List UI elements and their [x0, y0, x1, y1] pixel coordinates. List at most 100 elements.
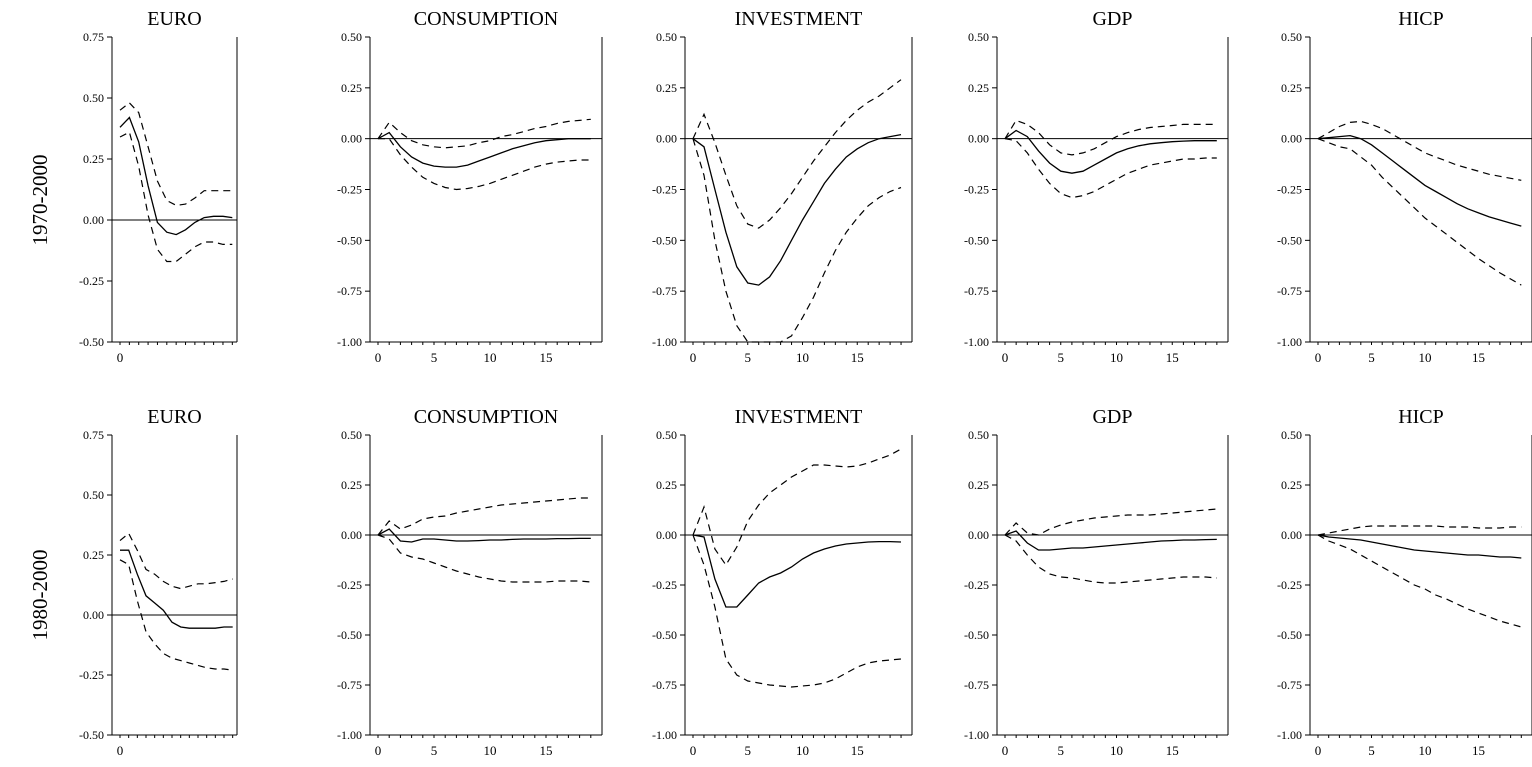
x-tick-label: 0: [375, 350, 382, 365]
y-tick-label: 0.25: [968, 81, 989, 95]
panel-title: HICP: [1398, 8, 1444, 30]
y-tick-label: -0.75: [652, 678, 677, 692]
panel-1-consumption: CONSUMPTION 0.50 0.25 0.00 -0.25 -0.50 -0.75 -1…: [337, 8, 603, 365]
x-tick-label: 15: [1166, 350, 1179, 365]
y-tick-label: -0.50: [1277, 233, 1302, 247]
x-tick-label: 10: [796, 743, 809, 758]
y-tick-label: -1.00: [1277, 728, 1302, 742]
y-tick-label: 0.50: [656, 30, 677, 44]
panel-title: EURO: [147, 8, 201, 30]
confidence-band-upper: [1004, 119, 1217, 156]
panel-title: GDP: [1092, 406, 1132, 428]
panel-2-hicp: HICP 0.50 0.25 0.00 -0.25 -0.50 -0.75 -1.00 0 5 10…: [1277, 406, 1532, 758]
y-tick-label: 0.25: [83, 548, 104, 562]
y-tick-label: -0.50: [652, 628, 677, 642]
y-tick-label: -1.00: [964, 335, 989, 349]
y-tick-label: 0.50: [341, 428, 362, 442]
panel-title: EURO: [147, 406, 201, 428]
y-tick-label: -0.50: [337, 628, 362, 642]
confidence-band-upper: [119, 532, 233, 590]
x-tick-label: 0: [1002, 350, 1009, 365]
y-tick-label: -0.75: [652, 284, 677, 298]
x-tick-label: 5: [1368, 743, 1375, 758]
y-tick-label: -0.25: [1277, 578, 1302, 592]
confidence-band-lower: [119, 131, 233, 263]
x-tick-label: 5: [1368, 350, 1375, 365]
x-tick-label: 10: [484, 743, 497, 758]
response-line: [692, 133, 902, 286]
confidence-band-upper: [692, 79, 902, 229]
y-tick-label: -0.25: [964, 578, 989, 592]
x-tick-label: 5: [1058, 350, 1065, 365]
y-tick-label: 0.00: [341, 132, 362, 146]
confidence-band-lower: [1004, 138, 1217, 199]
y-tick-label: -1.00: [652, 728, 677, 742]
panel-1-gdp: GDP 0.50 0.25 0.00 -0.25 -0.50 -0.75 -1.00 0 5 10 1…: [964, 8, 1229, 365]
confidence-band-upper: [119, 102, 233, 207]
y-tick-label: -0.75: [964, 678, 989, 692]
y-tick-label: 0.50: [1281, 428, 1302, 442]
panel-1-investment: INVESTMENT 0.50 0.25 0.00 -0.25 -0.50 -0.75 -1.…: [652, 8, 913, 365]
confidence-band-lower: [119, 559, 233, 671]
x-tick-label: 5: [745, 350, 752, 365]
y-tick-label: -0.50: [964, 233, 989, 247]
y-tick-label: 0.25: [656, 478, 677, 492]
confidence-band-lower: [1004, 534, 1217, 584]
y-tick-label: -0.75: [337, 678, 362, 692]
confidence-band-upper: [377, 118, 591, 149]
x-tick-label: 5: [745, 743, 752, 758]
x-tick-label: 15: [851, 350, 864, 365]
y-tick-label: 0.25: [656, 81, 677, 95]
y-tick-label: 0.25: [968, 478, 989, 492]
panel-title: GDP: [1092, 8, 1132, 30]
response-line: [1004, 129, 1217, 174]
x-tick-label: 10: [1110, 743, 1123, 758]
x-tick-label: 0: [1315, 743, 1322, 758]
x-tick-label: 10: [1419, 350, 1432, 365]
y-tick-label: 0.00: [968, 132, 989, 146]
panel-2-gdp: GDP 0.50 0.25 0.00 -0.25 -0.50 -0.75 -1.00 0 5 10 1…: [964, 406, 1229, 758]
y-tick-label: -0.25: [652, 578, 677, 592]
panel-title: CONSUMPTION: [414, 406, 558, 428]
y-tick-label: 0.50: [656, 428, 677, 442]
confidence-band-upper: [1004, 508, 1217, 536]
y-tick-label: 0.25: [341, 81, 362, 95]
x-tick-label: 15: [851, 743, 864, 758]
y-tick-label: 0.50: [968, 428, 989, 442]
y-tick-label: 0.50: [83, 488, 104, 502]
panel-1-euro: EURO 0.75 0.50 0.25 0.00 -0.25 -0.50 0: [79, 8, 238, 365]
panel-title: CONSUMPTION: [414, 8, 558, 30]
response-line: [120, 549, 233, 629]
x-tick-label: 10: [796, 350, 809, 365]
confidence-band-upper: [1317, 525, 1522, 536]
x-tick-label: 5: [1058, 743, 1065, 758]
panels-group: EURO 0.75 0.50 0.25 0.00 -0.25 -0.50 0 CONSUMPTI…: [79, 8, 1532, 758]
confidence-band-lower: [692, 534, 902, 688]
confidence-band-upper: [692, 448, 902, 567]
y-tick-label: 0.50: [1281, 30, 1302, 44]
y-tick-label: 0.00: [656, 528, 677, 542]
y-tick-label: 0.00: [656, 132, 677, 146]
panel-title: INVESTMENT: [735, 406, 863, 428]
x-tick-label: 0: [1315, 350, 1322, 365]
confidence-band-lower: [1317, 138, 1522, 286]
y-tick-label: -0.50: [79, 335, 104, 349]
x-tick-label: 15: [1472, 350, 1485, 365]
y-tick-label: 0.00: [1281, 528, 1302, 542]
y-tick-label: -1.00: [337, 335, 362, 349]
x-tick-label: 10: [1419, 743, 1432, 758]
x-tick-label: 0: [375, 743, 382, 758]
y-tick-label: -0.50: [964, 628, 989, 642]
y-tick-label: -0.25: [964, 183, 989, 197]
x-tick-label: 0: [117, 743, 124, 758]
y-tick-label: -0.50: [652, 233, 677, 247]
y-tick-label: 0.25: [83, 152, 104, 166]
x-tick-label: 10: [484, 350, 497, 365]
y-tick-label: -1.00: [964, 728, 989, 742]
y-tick-label: 0.00: [341, 528, 362, 542]
x-tick-label: 0: [117, 350, 124, 365]
confidence-band-lower: [378, 138, 591, 191]
y-tick-label: 0.75: [83, 428, 104, 442]
response-line: [1317, 534, 1522, 559]
y-tick-label: -0.50: [1277, 628, 1302, 642]
